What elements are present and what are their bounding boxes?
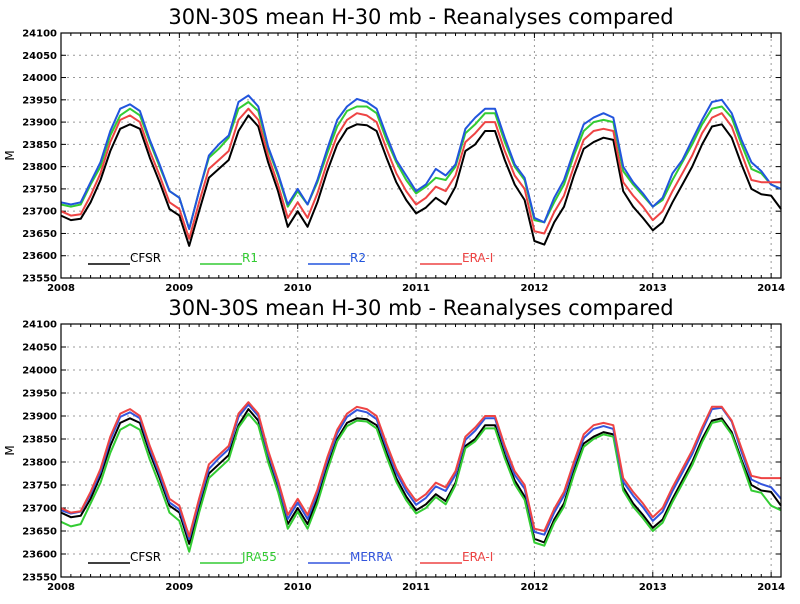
y-tick-label: 24000	[22, 366, 57, 377]
y-tick-label: 23950	[22, 389, 57, 400]
plot-frame	[60, 323, 782, 578]
legend-label: ERA-I	[462, 251, 493, 265]
series-line-era-i	[60, 401, 781, 538]
y-tick-label: 24000	[22, 73, 57, 84]
y-tick-label: 23800	[22, 458, 57, 469]
x-tick-label: 2014	[757, 582, 785, 593]
y-tick-label: 23850	[22, 140, 57, 151]
chart-panel-1: 30N-30S mean H-30 mb - Reanalyses compar…	[3, 5, 785, 294]
y-tick-label: 23650	[22, 527, 57, 538]
y-tick-label: 23650	[22, 229, 57, 240]
x-tick-label: 2010	[284, 283, 312, 294]
x-tick-label: 2008	[47, 582, 75, 593]
legend-label: R1	[242, 251, 258, 265]
x-tick-label: 2008	[47, 283, 75, 294]
x-tick-label: 2013	[639, 283, 667, 294]
series-line-cfsr	[60, 114, 782, 247]
x-tick-label: 2011	[402, 582, 430, 593]
legend-label: MERRA	[350, 550, 393, 564]
y-tick-label: 23600	[22, 550, 57, 561]
chart-panel-2: 30N-30S mean H-30 mb - Reanalyses compar…	[3, 296, 785, 593]
y-tick-label: 23950	[22, 95, 57, 106]
y-tick-label: 23900	[22, 412, 57, 423]
x-tick-label: 2012	[521, 582, 549, 593]
series-line-era-i	[60, 107, 781, 240]
y-tick-label: 23750	[22, 184, 57, 195]
chart-title: 30N-30S mean H-30 mb - Reanalyses compar…	[168, 5, 673, 29]
legend-label: ERA-I	[462, 550, 493, 564]
x-tick-label: 2013	[639, 582, 667, 593]
x-tick-label: 2009	[165, 283, 193, 294]
legend-label: CFSR	[130, 550, 161, 564]
series-line-jra55	[60, 412, 782, 553]
y-tick-label: 23750	[22, 481, 57, 492]
y-tick-label: 24050	[22, 51, 57, 62]
plot-frame	[60, 32, 782, 279]
chart-title: 30N-30S mean H-30 mb - Reanalyses compar…	[168, 296, 673, 320]
y-axis-label: M	[3, 445, 17, 455]
y-tick-label: 24050	[22, 343, 57, 354]
y-tick-label: 23700	[22, 207, 57, 218]
y-tick-label: 23550	[22, 274, 57, 285]
x-tick-label: 2011	[402, 283, 430, 294]
x-tick-label: 2010	[284, 582, 312, 593]
y-tick-label: 23900	[22, 118, 57, 129]
series-line-r2	[60, 94, 782, 230]
series-line-merra	[60, 403, 782, 541]
y-tick-label: 24100	[22, 320, 57, 331]
y-tick-label: 24100	[22, 29, 57, 40]
y-tick-label: 23850	[22, 435, 57, 446]
series-line-cfsr	[60, 408, 782, 545]
x-tick-label: 2009	[165, 582, 193, 593]
legend-label: R2	[350, 251, 366, 265]
y-tick-label: 23700	[22, 504, 57, 515]
y-axis-label: M	[3, 150, 17, 160]
legend-label: CFSR	[130, 251, 161, 265]
x-tick-label: 2012	[521, 283, 549, 294]
legend-label: JRA55	[241, 550, 277, 564]
y-tick-label: 23550	[22, 573, 57, 584]
y-tick-label: 23600	[22, 251, 57, 262]
x-tick-label: 2014	[757, 283, 785, 294]
y-tick-label: 23800	[22, 162, 57, 173]
